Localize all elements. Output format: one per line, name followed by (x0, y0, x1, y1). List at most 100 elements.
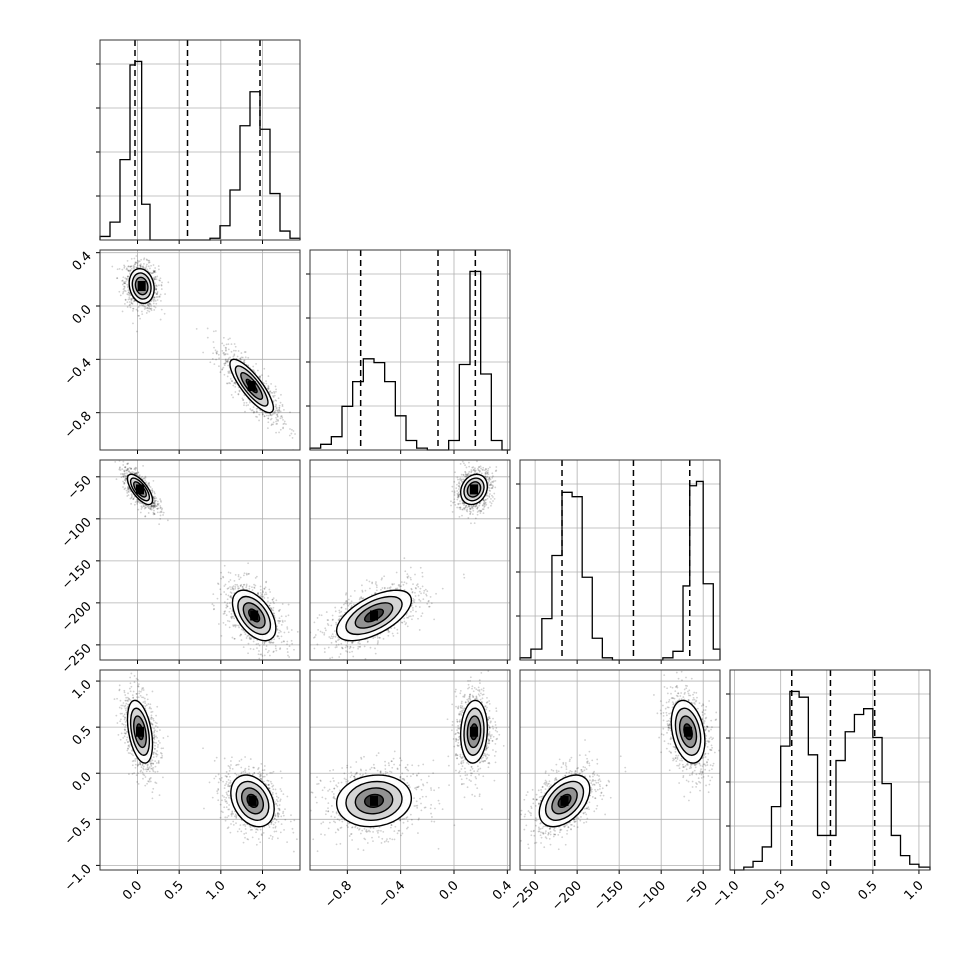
sample-point (153, 277, 156, 280)
sample-point (230, 588, 232, 591)
sample-point (288, 656, 291, 658)
sample-point (473, 522, 476, 524)
sample-point (464, 506, 467, 509)
sample-point (124, 477, 127, 480)
sample-point (230, 380, 233, 382)
sample-point (460, 478, 463, 481)
sample-point (121, 468, 124, 471)
sample-point (148, 302, 151, 305)
sample-point (453, 490, 456, 493)
sample-point (127, 491, 130, 493)
sample-point (155, 288, 157, 291)
sample-point (116, 268, 119, 271)
sample-point (316, 643, 319, 646)
sample-point (154, 269, 157, 272)
sample-point (141, 266, 144, 268)
sample-point (148, 481, 150, 484)
sample-point (157, 504, 159, 507)
sample-point (266, 427, 269, 430)
sample-point (214, 349, 217, 352)
sample-point (125, 469, 128, 472)
sample-point (133, 496, 136, 498)
sample-point (148, 307, 150, 310)
sample-point (123, 303, 126, 305)
sample-point (470, 522, 472, 525)
sample-point (150, 504, 153, 507)
sample-point (482, 512, 485, 515)
sample-point (156, 292, 159, 294)
sample-point (388, 587, 391, 589)
sample-point (467, 472, 470, 475)
sample-point (459, 506, 462, 509)
sample-point (457, 485, 460, 488)
sample-point (382, 637, 385, 640)
sample-point (230, 592, 233, 594)
sample-point (494, 470, 497, 472)
sample-point (241, 397, 244, 400)
sample-point (466, 508, 469, 511)
sample-point (123, 482, 126, 485)
sample-point (129, 497, 132, 500)
sample-point (124, 277, 127, 280)
sample-point (222, 336, 225, 339)
sample-point (123, 286, 126, 288)
sample-point (255, 575, 258, 578)
sample-point (261, 412, 264, 415)
sample-point (252, 648, 255, 651)
sample-point (123, 474, 126, 477)
sample-point (140, 505, 143, 508)
sample-point (129, 294, 131, 297)
sample-point (223, 362, 226, 365)
sample-point (144, 515, 147, 517)
sample-point (464, 506, 467, 508)
sample-point (451, 511, 454, 513)
sample-point (462, 508, 464, 511)
sample-point (234, 385, 237, 388)
sample-point (267, 417, 270, 420)
sample-point (160, 501, 162, 503)
sample-point (133, 267, 135, 270)
sample-point (127, 494, 130, 497)
sample-point (156, 299, 159, 301)
sample-point (459, 500, 461, 503)
sample-point (289, 411, 291, 414)
sample-point (228, 580, 230, 583)
sample-point (135, 330, 138, 333)
sample-point (143, 505, 146, 508)
sample-point (460, 473, 463, 476)
density-core (137, 281, 146, 291)
sample-point (149, 307, 151, 310)
sample-point (234, 583, 237, 586)
sample-point (478, 504, 481, 507)
sample-point (121, 283, 124, 286)
sample-point (150, 507, 152, 510)
sample-point (278, 404, 281, 407)
sample-point (234, 625, 237, 628)
sample-point (264, 586, 267, 589)
sample-point (471, 466, 474, 469)
sample-point (326, 622, 329, 625)
sample-point (154, 503, 156, 506)
sample-point (227, 594, 230, 597)
sample-point (225, 343, 228, 346)
sample-point (152, 298, 154, 301)
sample-point (456, 496, 459, 499)
sample-point (212, 341, 215, 343)
sample-point (153, 296, 155, 299)
sample-point (276, 414, 279, 417)
sample-point (476, 506, 479, 509)
scatter-panel-1-0 (96, 249, 301, 454)
sample-point (240, 633, 243, 636)
sample-point (284, 620, 286, 622)
sample-point (478, 466, 481, 468)
sample-point (484, 502, 487, 505)
sample-point (270, 607, 273, 610)
sample-point (213, 363, 216, 366)
sample-point (127, 490, 130, 493)
sample-point (230, 616, 232, 618)
sample-point (293, 648, 295, 651)
sample-point (470, 469, 473, 471)
sample-point (260, 594, 262, 597)
sample-point (223, 352, 226, 354)
sample-point (334, 635, 337, 638)
